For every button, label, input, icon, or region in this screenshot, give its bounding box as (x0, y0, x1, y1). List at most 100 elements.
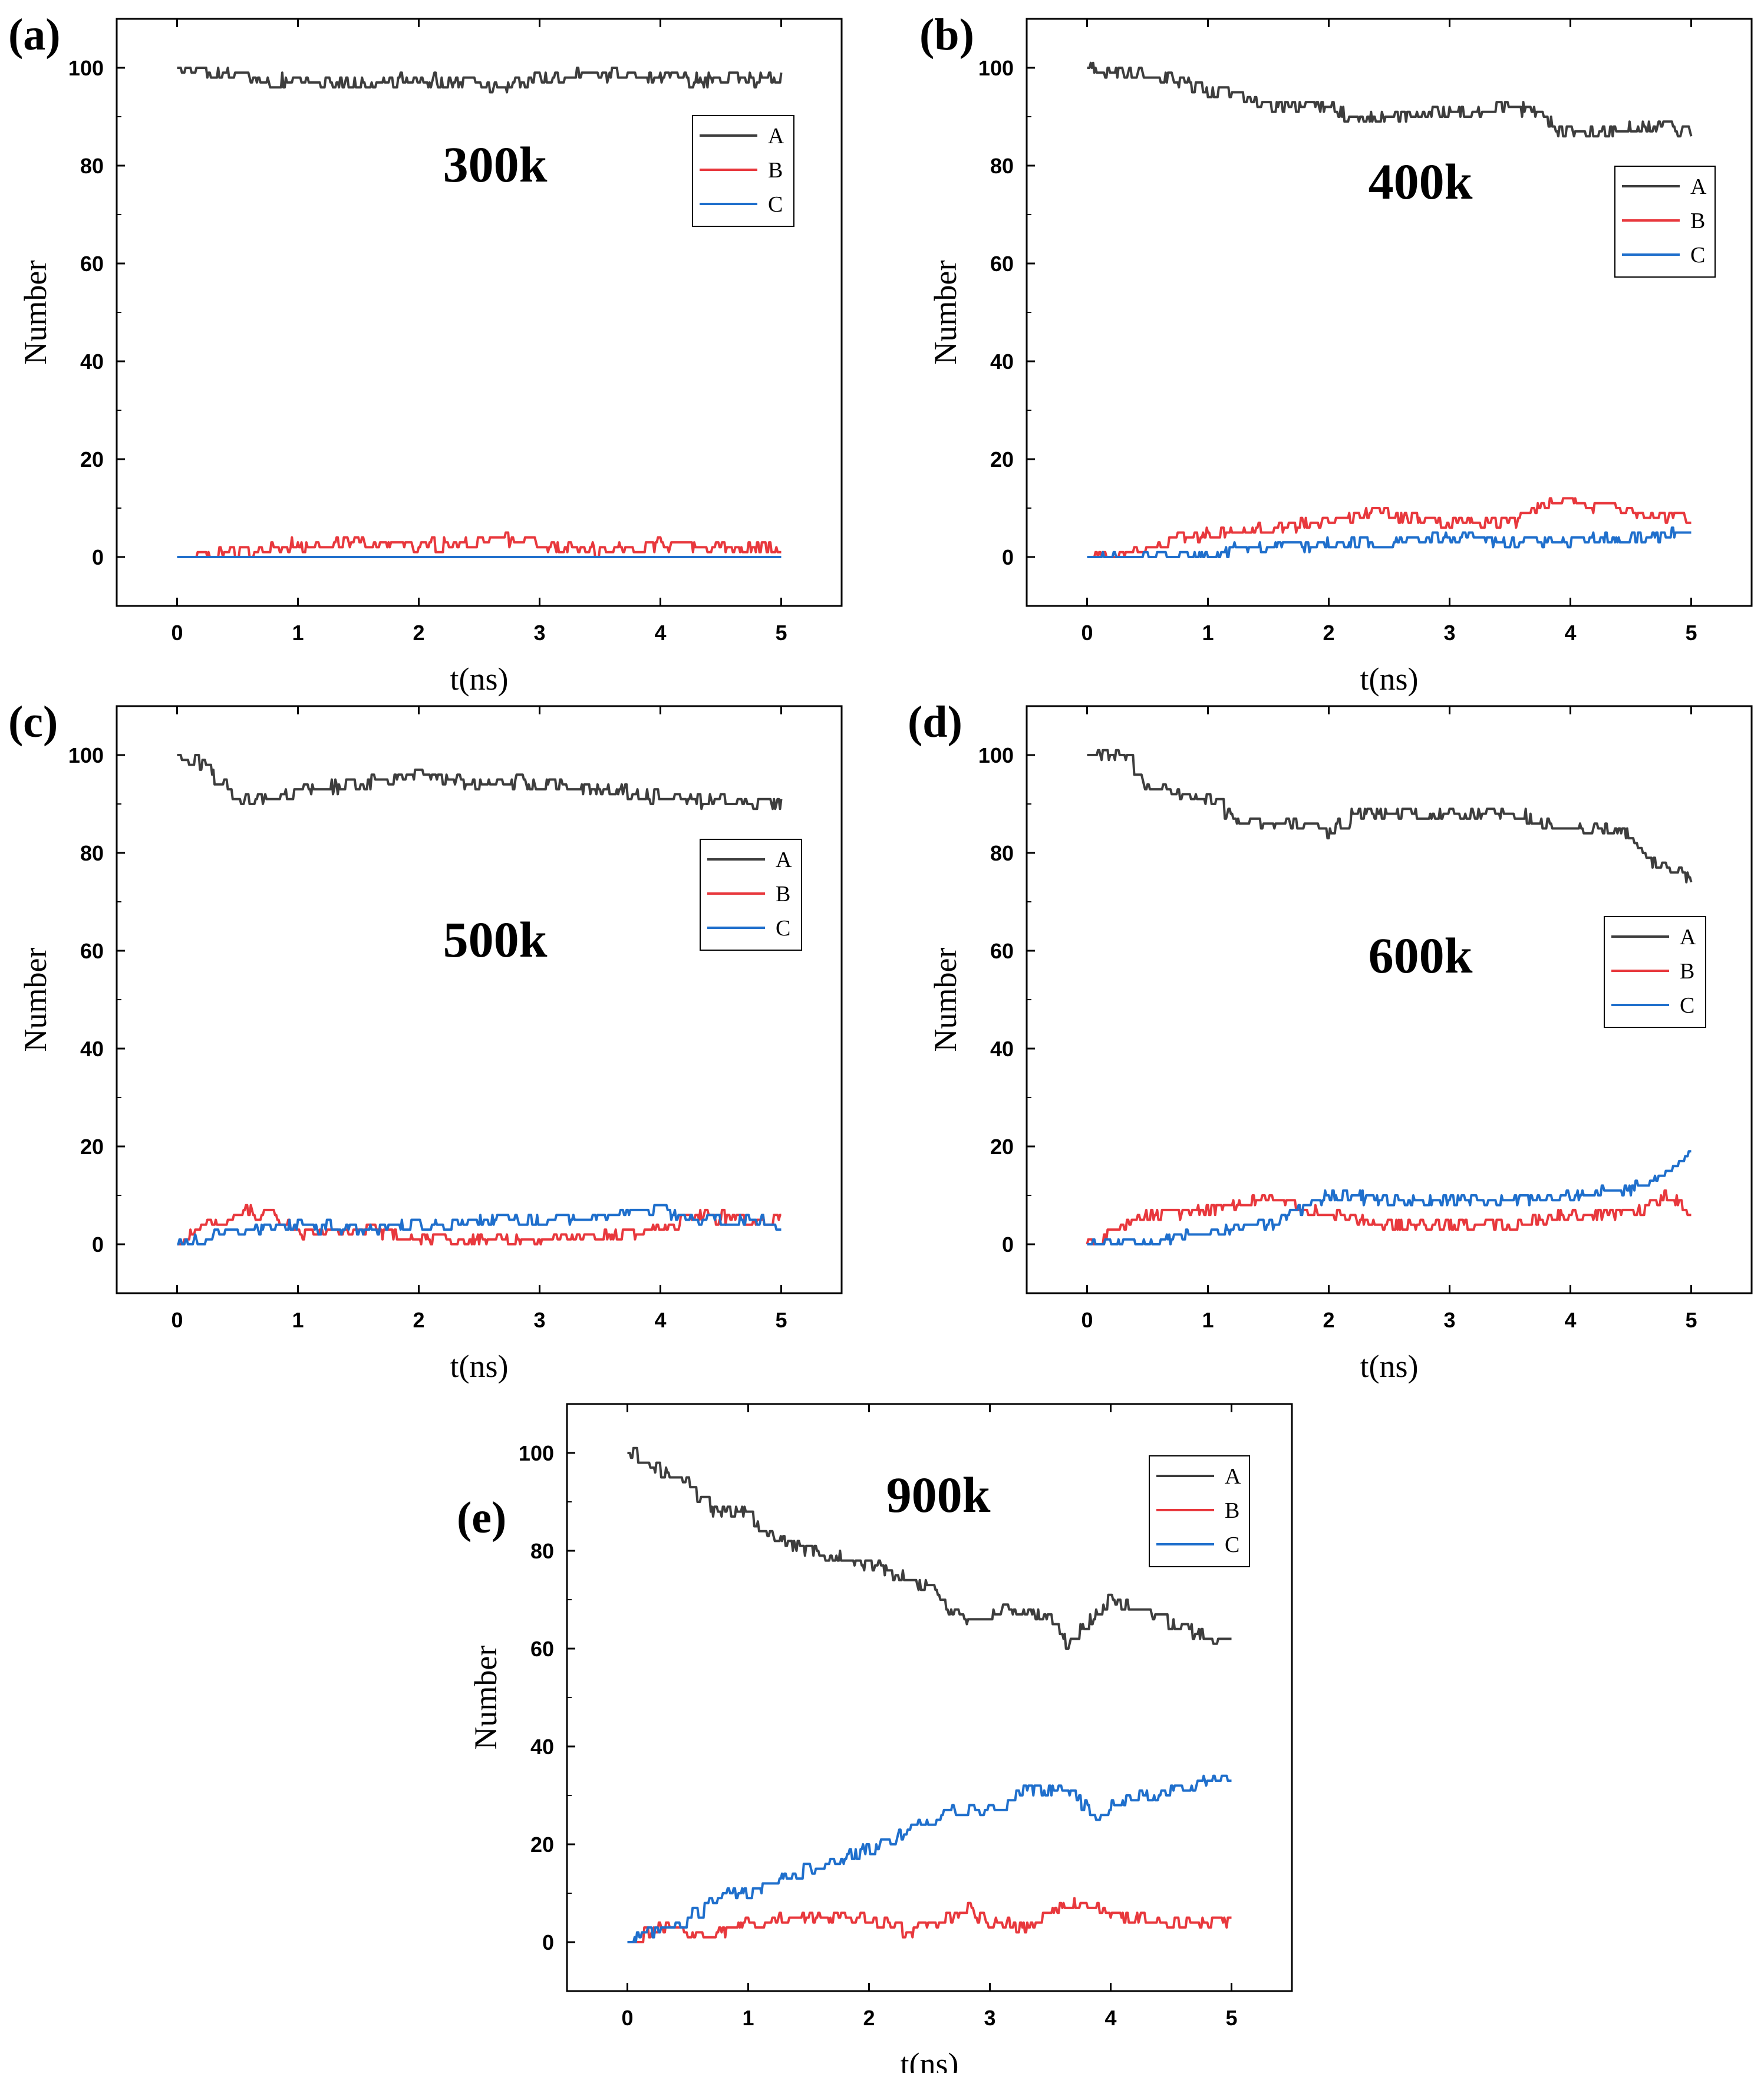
legend: ABC (1614, 166, 1716, 278)
y-axis-title: Number (18, 948, 53, 1052)
y-tick-label: 60 (80, 252, 104, 276)
y-tick-label: 80 (990, 154, 1014, 178)
x-tick-label: 2 (413, 1308, 424, 1332)
x-tick-label: 4 (1104, 2006, 1116, 2030)
x-tick-label: 0 (621, 2006, 633, 2030)
y-tick-label: 0 (92, 545, 104, 569)
x-tick-label: 5 (1225, 2006, 1237, 2030)
x-axis-title: t(ns) (450, 661, 509, 697)
x-tick-label: 1 (292, 621, 304, 645)
legend-label-C: C (1680, 993, 1694, 1018)
series-line-B (1086, 1189, 1692, 1245)
y-tick-label: 20 (80, 447, 104, 472)
legend-label-C: C (1690, 243, 1705, 268)
y-tick-label: 100 (978, 56, 1014, 80)
y-tick-label: 60 (990, 939, 1014, 963)
series-line-A (177, 754, 783, 810)
legend-label-B: B (1690, 209, 1705, 233)
temperature-annotation: 900k (886, 1466, 991, 1523)
chart-panel-a: 0 1 2 3 4 5 0 20 40 60 80 100 t(ns) Number ABC (a) 300k (8, 10, 843, 697)
series-line-A (627, 1446, 1232, 1650)
x-tick-label: 2 (863, 2006, 875, 2030)
x-tick-label: 1 (292, 1308, 304, 1332)
y-tick-label: 0 (92, 1232, 104, 1257)
y-tick-label: 20 (530, 1833, 554, 1857)
series-line-C (1087, 1150, 1692, 1245)
series-line-A (177, 67, 783, 94)
legend-label-C: C (768, 192, 783, 217)
x-tick-label: 5 (775, 621, 787, 645)
y-tick-label: 20 (990, 447, 1014, 472)
x-tick-label: 3 (1443, 621, 1455, 645)
legend-label-B: B (1225, 1498, 1239, 1523)
y-tick-label: 40 (990, 1037, 1014, 1061)
legend: ABC (692, 115, 794, 227)
legend-label-B: B (776, 882, 790, 907)
y-tick-label: 0 (1002, 1232, 1014, 1257)
temperature-annotation: 300k (443, 136, 548, 193)
y-axis-title: Number (928, 261, 963, 365)
x-tick-label: 5 (1685, 621, 1697, 645)
panel-label: (c) (8, 697, 58, 747)
legend: ABC (1149, 1455, 1250, 1567)
y-tick-label: 100 (68, 743, 104, 767)
x-tick-label: 0 (1081, 1308, 1093, 1332)
x-tick-label: 3 (533, 1308, 545, 1332)
x-tick-label: 2 (1323, 1308, 1334, 1332)
y-axis-title: Number (18, 261, 53, 365)
plot-frame (116, 705, 843, 1294)
series-line-B (177, 1204, 782, 1245)
series-line-B (177, 531, 782, 558)
y-tick-label: 100 (519, 1441, 554, 1465)
x-tick-label: 0 (1081, 621, 1093, 645)
x-tick-label: 1 (1202, 1308, 1214, 1332)
temperature-annotation: 600k (1369, 927, 1473, 984)
x-tick-label: 4 (1564, 1308, 1576, 1332)
y-tick-label: 80 (80, 841, 104, 865)
panel-label: (d) (908, 697, 962, 747)
y-tick-label: 40 (80, 1037, 104, 1061)
series-line-C (627, 1774, 1232, 1943)
y-tick-label: 60 (80, 939, 104, 963)
x-axis-title: t(ns) (901, 2046, 959, 2073)
y-axis-title: Number (928, 948, 963, 1052)
series-line-C (177, 1204, 782, 1245)
chart-panel-c: 0 1 2 3 4 5 0 20 40 60 80 100 t(ns) Number ABC (c) 500k (8, 697, 843, 1384)
legend: ABC (1604, 916, 1706, 1028)
legend-label-A: A (1680, 925, 1696, 950)
chart-panel-d: 0 1 2 3 4 5 0 20 40 60 80 100 t(ns) Number ABC (d) 600k (908, 697, 1753, 1384)
x-tick-label: 1 (742, 2006, 754, 2030)
y-axis-title: Number (468, 1646, 503, 1750)
y-tick-label: 60 (530, 1637, 554, 1661)
temperature-annotation: 500k (443, 911, 548, 968)
y-tick-label: 0 (1002, 545, 1014, 569)
x-tick-label: 5 (775, 1308, 787, 1332)
legend-label-A: A (1225, 1464, 1241, 1489)
x-axis-title: t(ns) (1360, 1349, 1419, 1384)
legend-label-A: A (776, 848, 792, 872)
y-tick-label: 40 (990, 350, 1014, 374)
y-tick-label: 80 (530, 1539, 554, 1563)
x-tick-label: 5 (1685, 1308, 1697, 1332)
series-line-B (627, 1897, 1232, 1943)
plot-frame (116, 18, 843, 607)
legend-label-A: A (768, 124, 784, 149)
legend-label-B: B (768, 158, 783, 183)
x-tick-label: 3 (533, 621, 545, 645)
x-tick-label: 1 (1202, 621, 1214, 645)
x-tick-label: 2 (1323, 621, 1334, 645)
y-tick-label: 40 (530, 1735, 554, 1759)
chart-panel-b: 0 1 2 3 4 5 0 20 40 60 80 100 t(ns) Number ABC (b) 400k (919, 10, 1753, 697)
legend-label-A: A (1690, 174, 1707, 199)
y-tick-label: 80 (990, 841, 1014, 865)
legend-label-C: C (1225, 1532, 1239, 1557)
panel-label: (a) (8, 10, 61, 60)
series-line-A (1087, 749, 1693, 884)
x-tick-label: 4 (654, 621, 666, 645)
y-tick-label: 100 (978, 743, 1014, 767)
y-tick-label: 100 (68, 56, 104, 80)
series-line-B (1087, 497, 1692, 558)
series-line-A (1087, 61, 1693, 138)
x-tick-label: 2 (413, 621, 424, 645)
